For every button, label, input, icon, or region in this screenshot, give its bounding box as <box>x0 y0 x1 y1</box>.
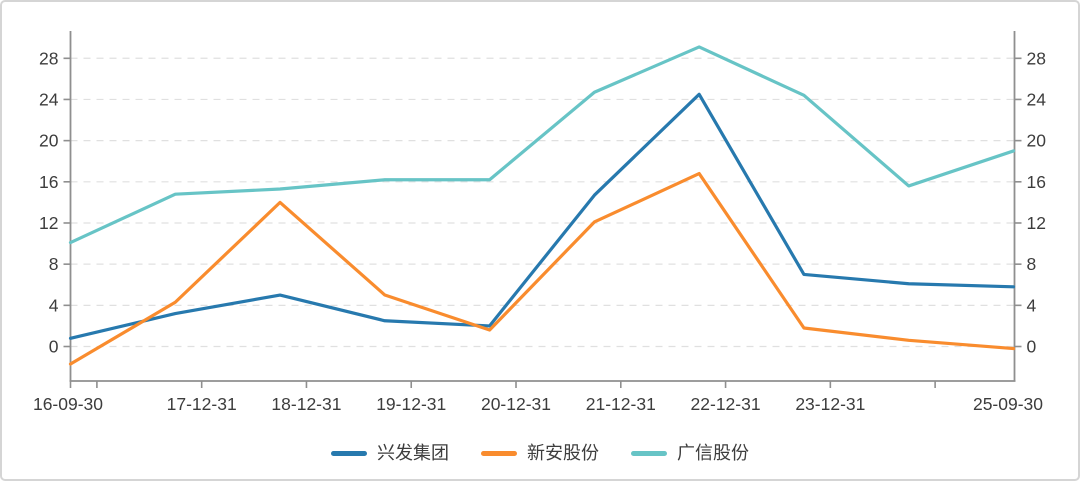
x-tick-label: 17-12-31 <box>167 394 237 414</box>
x-tick-label: 21-12-31 <box>586 394 656 414</box>
series-line-兴发集团 <box>68 92 1016 340</box>
y-tick-label-right: 4 <box>1027 295 1037 315</box>
legend-item-新安股份[interactable]: 新安股份 <box>481 444 599 462</box>
y-tick-label-right: 16 <box>1027 172 1046 192</box>
legend: 兴发集团 新安股份 广信股份 <box>2 435 1078 471</box>
y-tick-label-left: 0 <box>49 337 59 357</box>
legend-label: 新安股份 <box>527 443 599 463</box>
legend-label: 兴发集团 <box>377 443 449 463</box>
y-tick-label-left: 12 <box>39 213 58 233</box>
x-tick-label: 23-12-31 <box>795 394 865 414</box>
legend-swatch <box>481 450 517 456</box>
y-tick-label-right: 8 <box>1027 254 1037 274</box>
series-line-新安股份 <box>68 171 1016 366</box>
legend-item-广信股份[interactable]: 广信股份 <box>631 444 749 462</box>
x-tick-label: 19-12-31 <box>376 394 446 414</box>
legend-label: 广信股份 <box>677 443 749 463</box>
y-tick-label-right: 24 <box>1027 89 1047 109</box>
legend-item-兴发集团[interactable]: 兴发集团 <box>331 444 449 462</box>
x-tick-label: 16-09-30 <box>33 394 103 414</box>
x-tick-label: 22-12-31 <box>691 394 761 414</box>
y-tick-label-right: 28 <box>1027 48 1046 68</box>
y-tick-label-right: 20 <box>1027 131 1047 151</box>
legend-swatch <box>631 450 667 456</box>
y-tick-label-left: 8 <box>49 254 59 274</box>
y-tick-label-right: 12 <box>1027 213 1046 233</box>
y-tick-label-left: 24 <box>39 89 59 109</box>
y-tick-label-left: 20 <box>39 131 59 151</box>
x-tick-label: 18-12-31 <box>271 394 341 414</box>
legend-swatch <box>331 450 367 456</box>
x-tick-label: 20-12-31 <box>481 394 551 414</box>
y-tick-label-left: 16 <box>39 172 58 192</box>
y-tick-label-right: 0 <box>1027 337 1037 357</box>
series-line-广信股份 <box>68 45 1016 245</box>
y-tick-label-left: 28 <box>39 48 58 68</box>
x-tick-label: 25-09-30 <box>973 394 1043 414</box>
y-tick-label-left: 4 <box>49 295 59 315</box>
